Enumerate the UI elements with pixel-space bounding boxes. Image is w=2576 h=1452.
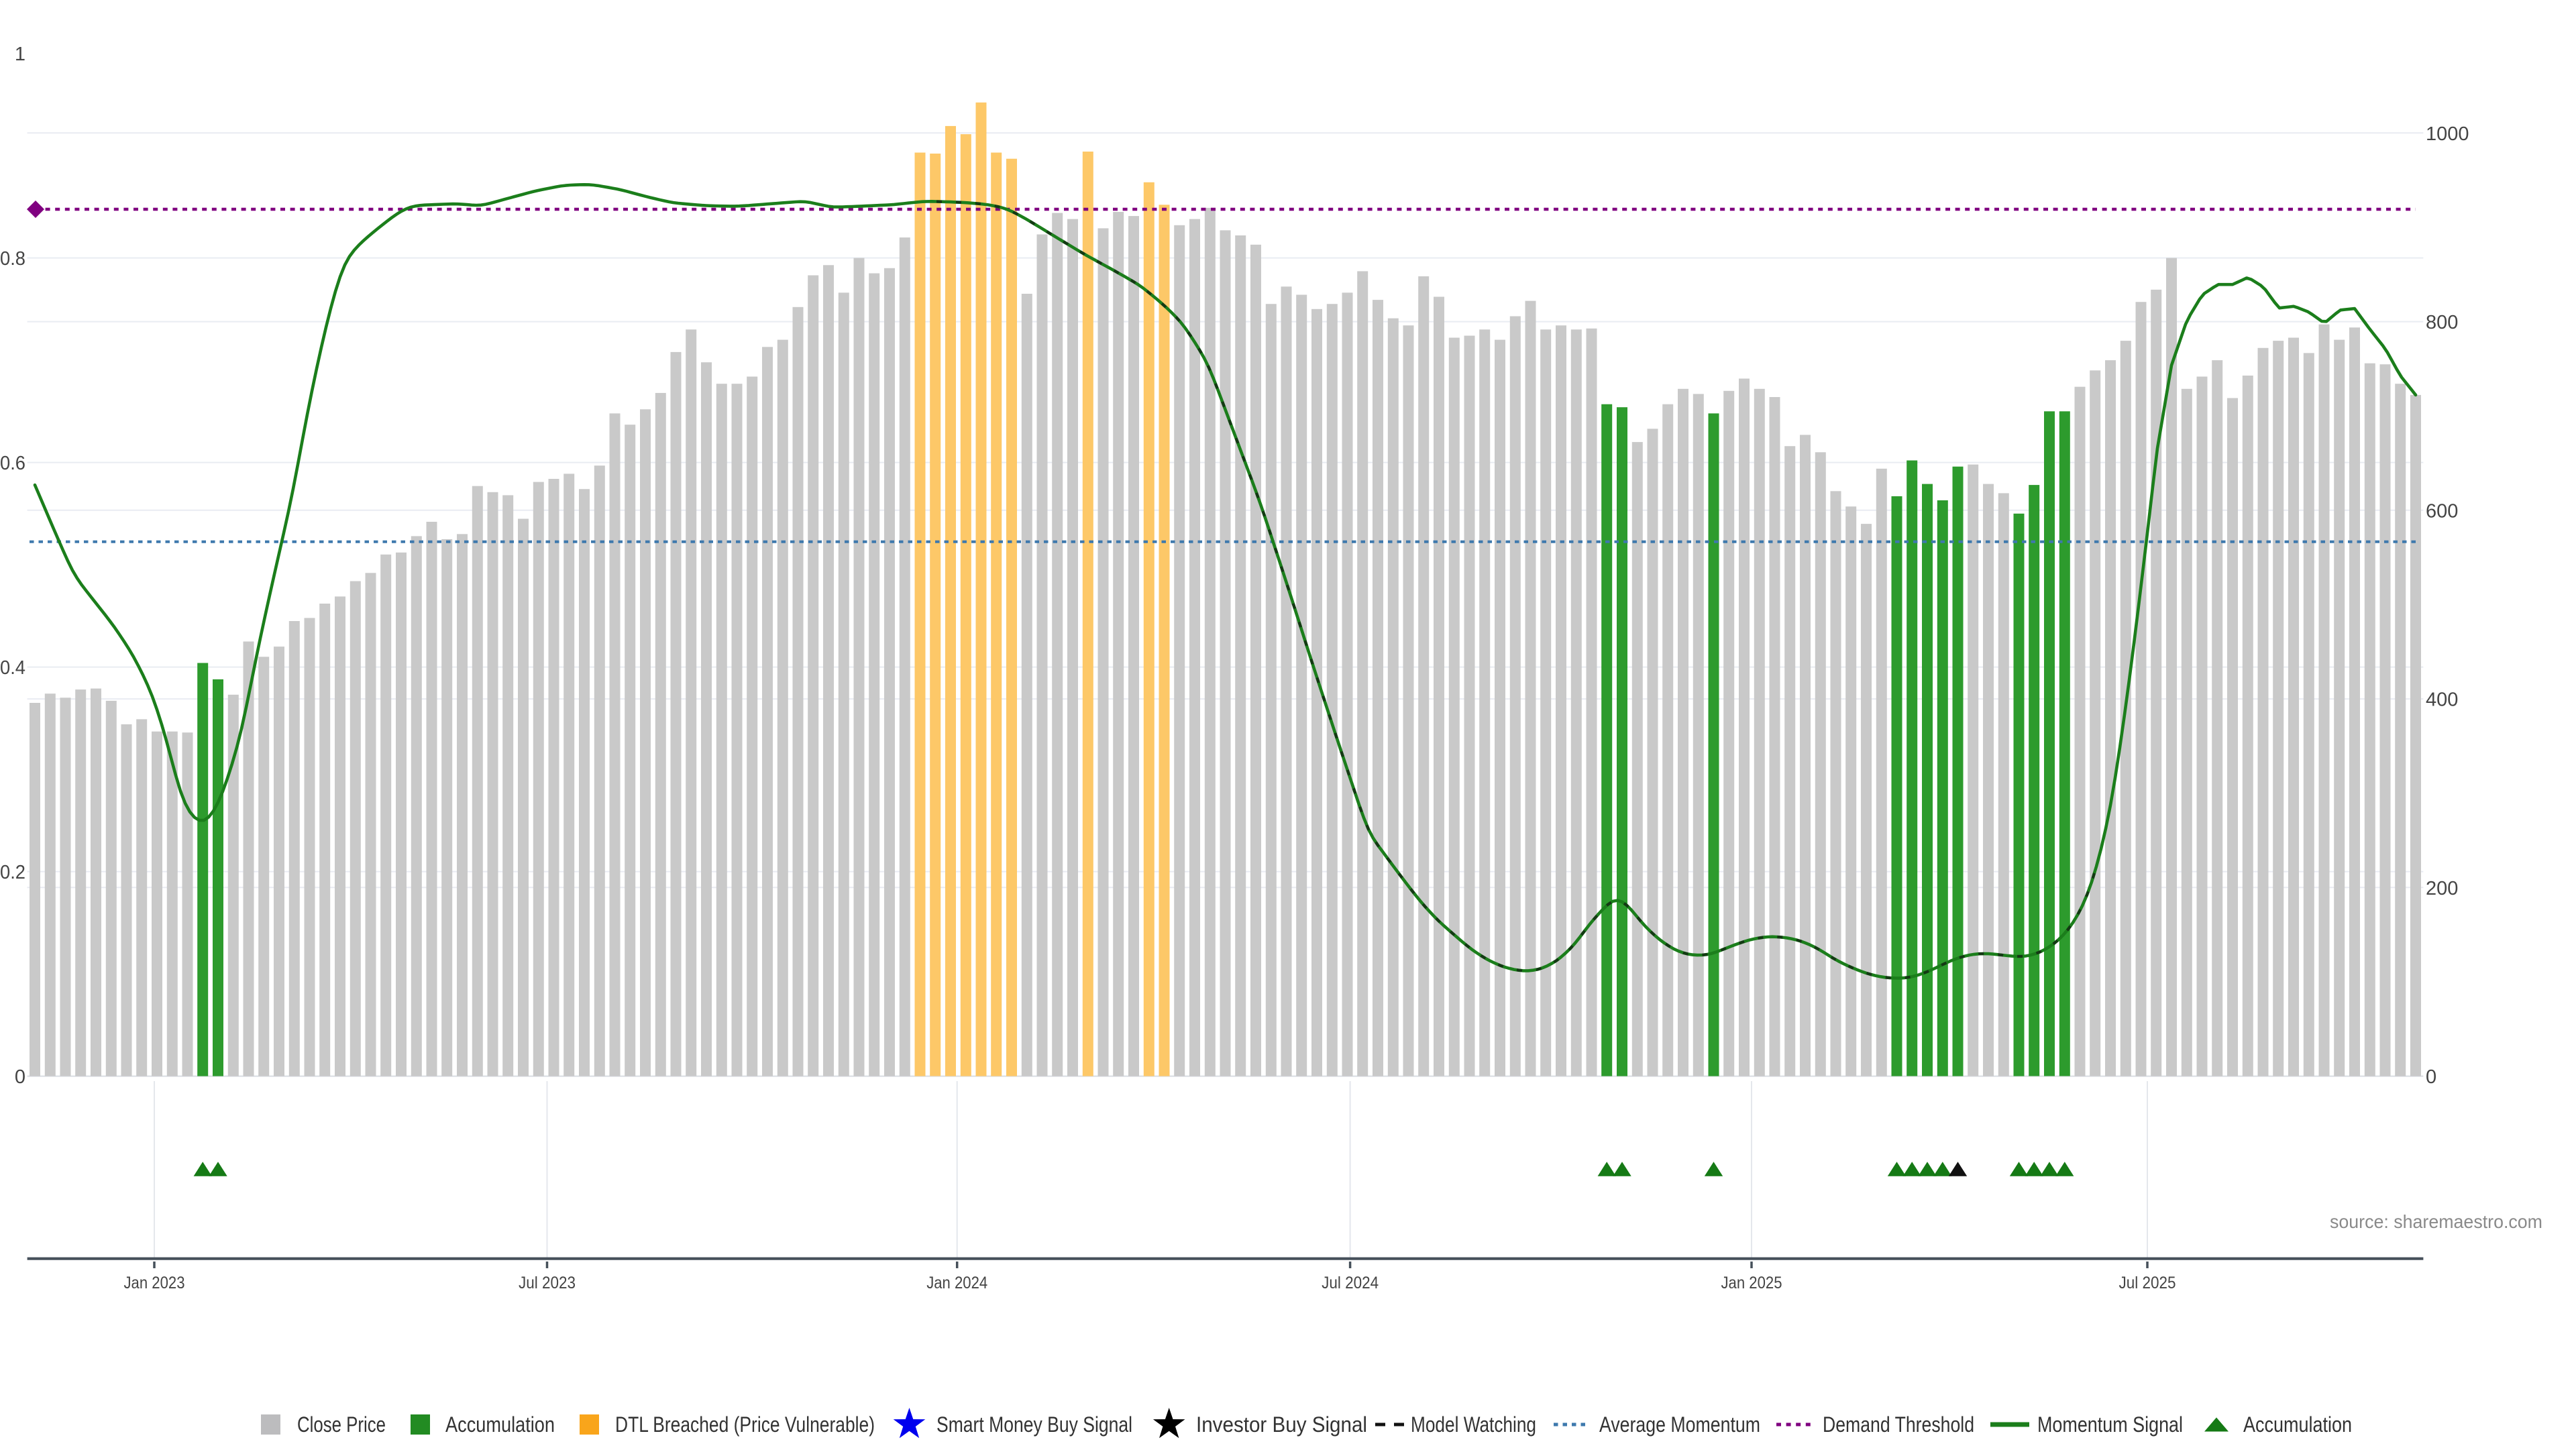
svg-text:Close Price: Close Price (297, 1412, 386, 1437)
svg-text:Accumulation: Accumulation (2243, 1412, 2352, 1437)
svg-text:Smart Money Buy Signal: Smart Money Buy Signal (936, 1412, 1132, 1437)
svg-text:Model Watching: Model Watching (1411, 1412, 1536, 1437)
svg-text:800: 800 (2426, 312, 2458, 333)
svg-text:Average Momentum: Average Momentum (1599, 1412, 1760, 1437)
svg-text:DTL Breached (Price Vulnerable: DTL Breached (Price Vulnerable) (615, 1412, 875, 1437)
svg-text:600: 600 (2426, 500, 2458, 522)
svg-text:source: sharemaestro.com: source: sharemaestro.com (2330, 1211, 2542, 1232)
svg-text:Jan 2025: Jan 2025 (1721, 1274, 1782, 1292)
svg-text:0.2: 0.2 (0, 862, 25, 883)
svg-text:200: 200 (2426, 878, 2458, 899)
svg-text:1: 1 (15, 44, 25, 65)
svg-text:0.8: 0.8 (0, 248, 25, 270)
svg-text:0.4: 0.4 (0, 657, 25, 679)
svg-text:Jul 2024: Jul 2024 (1322, 1274, 1379, 1292)
svg-text:0.6: 0.6 (0, 453, 25, 474)
svg-text:Jan 2024: Jan 2024 (926, 1274, 987, 1292)
svg-text:Jul 2023: Jul 2023 (519, 1274, 576, 1292)
svg-text:Momentum Signal: Momentum Signal (2037, 1412, 2183, 1437)
svg-text:Accumulation: Accumulation (445, 1412, 555, 1437)
svg-text:400: 400 (2426, 689, 2458, 711)
svg-text:1000: 1000 (2426, 123, 2469, 145)
svg-text:Demand Threshold: Demand Threshold (1823, 1412, 1974, 1437)
svg-text:0: 0 (15, 1066, 25, 1088)
svg-text:Jan 2023: Jan 2023 (124, 1274, 185, 1292)
svg-text:Jul 2025: Jul 2025 (2119, 1274, 2176, 1292)
svg-text:Investor Buy Signal: Investor Buy Signal (1196, 1412, 1367, 1437)
svg-text:0: 0 (2426, 1066, 2436, 1088)
